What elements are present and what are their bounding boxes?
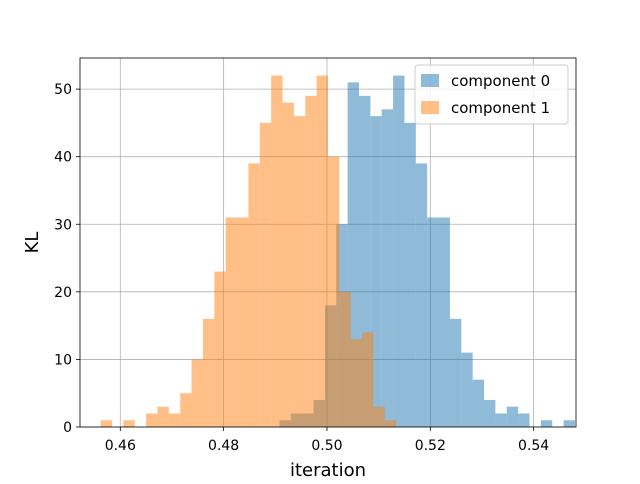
- histogram-bar-series-1: [100, 420, 113, 427]
- y-axis-label: KL: [22, 232, 43, 254]
- legend-swatch: [421, 101, 439, 114]
- histogram-bar-series-1: [339, 291, 351, 427]
- histogram-bar-series-0: [506, 406, 519, 427]
- histogram-bar-series-1: [248, 163, 260, 427]
- histogram-bar-series-0: [381, 109, 394, 427]
- legend-label: component 0: [451, 72, 550, 90]
- histogram-bar-series-1: [180, 393, 192, 427]
- histogram-bar-series-1: [350, 339, 363, 427]
- histogram-bar-series-1: [384, 420, 397, 427]
- histogram-bar-series-0: [347, 82, 359, 427]
- histogram-bar-series-1: [214, 271, 226, 427]
- plot-frame: [79, 57, 577, 428]
- histogram-bar-series-1: [202, 318, 215, 427]
- y-tick-label: 20: [54, 285, 72, 301]
- histogram-bar-series-1: [225, 217, 238, 427]
- histogram-bar-series-1: [328, 156, 340, 427]
- y-tick-label: 10: [54, 352, 72, 368]
- histogram-bar-series-0: [563, 420, 575, 427]
- histogram-bar-series-0: [461, 352, 473, 427]
- y-tick-label: 30: [54, 217, 72, 233]
- histogram-bar-series-1: [362, 332, 374, 427]
- x-tick-label: 0.52: [415, 438, 446, 454]
- histogram-bar-series-1: [168, 413, 181, 427]
- histogram-bar-series-0: [393, 75, 405, 428]
- histogram-bar-series-1: [157, 406, 169, 427]
- histogram-bar-series-0: [472, 379, 485, 427]
- histogram-bar-series-0: [427, 217, 439, 427]
- histogram-bar-series-1: [293, 116, 306, 427]
- x-tick-label: 0.46: [105, 438, 136, 454]
- histogram-bar-series-0: [404, 122, 416, 427]
- histogram-bar-series-0: [359, 95, 371, 427]
- y-tick-label: 40: [54, 150, 72, 166]
- histogram-bar-series-0: [370, 116, 382, 427]
- histogram-bar-series-1: [271, 75, 283, 428]
- legend-label: component 1: [451, 99, 550, 117]
- histogram-bar-series-1: [305, 95, 317, 427]
- x-tick-label: 0.54: [518, 438, 549, 454]
- legend-box: [414, 64, 569, 125]
- histogram-bar-series-0: [415, 163, 428, 427]
- histogram-bar-series-1: [146, 413, 158, 427]
- histogram-bar-series-1: [237, 217, 249, 427]
- histogram-bar-series-0: [449, 318, 462, 427]
- histogram-bar-series-1: [123, 420, 135, 427]
- histogram-bar-series-0: [540, 420, 553, 427]
- x-axis-label: iteration: [290, 460, 366, 480]
- axis-ticks: 0.46 0.48 0.50 0.52 0.54 0 10 20 30 40 50: [54, 82, 549, 454]
- legend: component 0 component 1: [414, 64, 569, 125]
- x-tick-label: 0.50: [311, 438, 342, 454]
- histogram-bar-series-1: [259, 122, 272, 427]
- x-tick-label: 0.48: [208, 438, 239, 454]
- histogram-bar-series-1: [282, 102, 294, 427]
- histogram-bar-series-0: [518, 413, 530, 427]
- histogram-bar-series-1: [373, 406, 385, 427]
- histogram-bar-series-1: [191, 359, 203, 427]
- histogram-bar-series-0: [484, 399, 496, 427]
- histogram-bar-series-0: [438, 217, 450, 427]
- y-tick-label: 50: [54, 82, 72, 98]
- histogram-bar-series-0: [495, 413, 507, 427]
- histogram-bar-series-1: [316, 75, 328, 428]
- legend-swatch: [421, 74, 439, 87]
- y-tick-label: 0: [63, 420, 72, 436]
- histogram-bars: [100, 75, 575, 428]
